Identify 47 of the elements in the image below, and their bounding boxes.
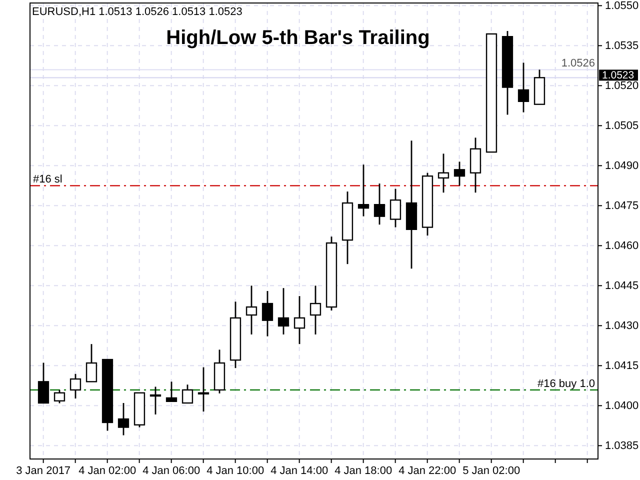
y-tick-label: 1.0430 [605, 320, 639, 332]
x-tick-label: 4 Jan 22:00 [398, 464, 456, 477]
candlestick [310, 284, 322, 336]
candlestick [470, 136, 482, 194]
y-tick-label: 1.0535 [605, 40, 639, 52]
y-tick-label: 1.0475 [605, 200, 639, 212]
y-tick-label: 1.0520 [605, 80, 639, 92]
candlestick [166, 380, 178, 402]
candlestick [246, 284, 258, 336]
chart-subtitle: EURUSD,H1 1.0513 1.0526 1.0513 1.0523 [32, 6, 242, 18]
ref-line-label: 1.0523 [602, 70, 634, 82]
y-tick-label: 1.0400 [605, 400, 639, 412]
candlestick [54, 389, 66, 404]
candlestick [454, 160, 466, 186]
candlestick [438, 152, 450, 194]
y-tick-label: 1.0550 [605, 0, 639, 12]
ref-line-label: 1.0526 [561, 58, 595, 70]
x-tick-label: 4 Jan 02:00 [78, 464, 136, 477]
candlestick [198, 366, 210, 412]
candlestick [150, 386, 162, 416]
candlestick [86, 343, 98, 382]
ref-line-label: #16 sl [33, 174, 62, 186]
x-tick-label: 3 Jan 2017 [16, 464, 71, 477]
y-tick-label: 1.0385 [605, 440, 639, 452]
candlestick [390, 188, 402, 228]
x-tick-label: 4 Jan 18:00 [334, 464, 392, 477]
x-tick-label: 4 Jan 10:00 [206, 464, 264, 477]
y-tick-label: 1.0445 [605, 280, 639, 292]
x-tick-label: 5 Jan 02:00 [462, 464, 520, 477]
candlestick [358, 164, 370, 218]
text: High/Low 5-th Bar's Trailing [166, 27, 430, 49]
ref-line-label: #16 buy 1.0 [538, 378, 595, 390]
candlestick [278, 287, 290, 336]
y-tick-label: 1.0415 [605, 360, 639, 372]
candlestick [262, 290, 274, 338]
y-tick-label: 1.0505 [605, 120, 639, 132]
x-tick-label: 4 Jan 14:00 [270, 464, 328, 477]
candlestick [38, 362, 50, 404]
y-tick-label: 1.0490 [605, 160, 639, 172]
candlestick [518, 62, 530, 114]
candlestick [182, 384, 194, 404]
candlestick [118, 402, 130, 436]
candlestick [70, 373, 82, 400]
x-tick-label: 4 Jan 06:00 [142, 464, 200, 477]
candlestick [374, 182, 386, 226]
candlestick [294, 295, 306, 345]
y-tick-label: 1.0460 [605, 240, 639, 252]
